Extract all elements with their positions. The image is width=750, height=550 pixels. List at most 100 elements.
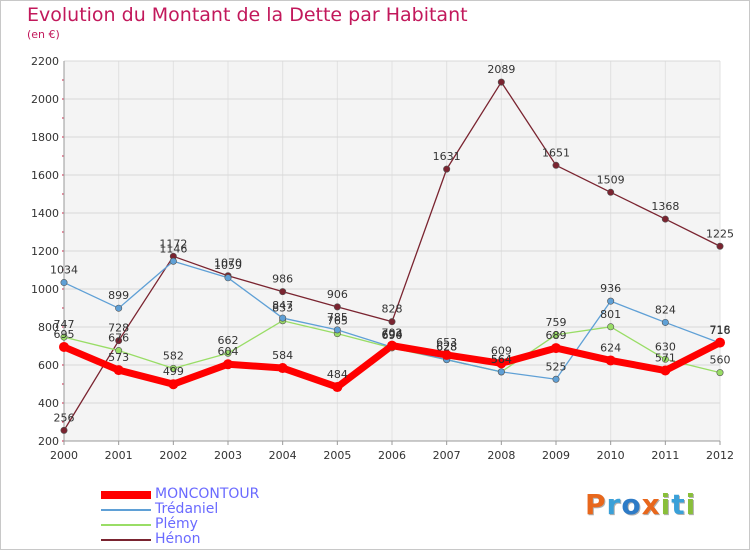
data-label-plmy: 560 [710, 354, 731, 367]
data-label-plmy: 630 [655, 340, 676, 353]
data-label-hnon: 1509 [597, 173, 625, 186]
data-point-hnon [115, 337, 123, 345]
data-point-plmy [607, 323, 615, 331]
data-point-trdaniel [60, 279, 68, 287]
data-point-hnon [497, 78, 505, 86]
legend-swatch-hnon [101, 539, 151, 541]
data-point-hnon [388, 318, 396, 326]
data-label-moncontour: 609 [491, 344, 512, 357]
x-tick-label: 2010 [597, 449, 625, 462]
data-point-moncontour [168, 379, 179, 390]
data-point-moncontour [113, 365, 124, 376]
logo-letter: P [585, 488, 607, 521]
data-label-hnon: 986 [272, 273, 293, 286]
data-label-plmy: 833 [272, 302, 293, 315]
data-label-moncontour: 499 [163, 365, 184, 378]
data-point-hnon [552, 161, 560, 169]
data-label-moncontour: 718 [710, 324, 731, 337]
logo-letter: i [685, 488, 697, 521]
legend-label-hnon: Hénon [155, 531, 201, 547]
data-label-hnon: 1368 [651, 200, 679, 213]
data-point-hnon [443, 165, 451, 173]
legend-swatch-trdaniel [101, 509, 151, 511]
data-label-trdaniel: 1059 [214, 259, 242, 272]
data-point-moncontour [387, 340, 397, 351]
data-label-trdaniel: 899 [108, 289, 129, 302]
data-label-plmy: 582 [163, 349, 184, 362]
data-label-trdaniel: 525 [546, 360, 567, 373]
data-label-moncontour: 584 [272, 349, 293, 362]
data-label-trdaniel: 785 [327, 311, 348, 324]
data-label-plmy: 564 [491, 353, 512, 366]
data-point-moncontour [223, 359, 233, 370]
data-label-moncontour: 702 [382, 327, 403, 340]
logo-letter: i [660, 488, 672, 521]
data-label-hnon: 828 [382, 303, 403, 316]
data-label-hnon: 2089 [487, 63, 515, 76]
data-label-trdaniel: 564 [491, 353, 512, 366]
data-point-moncontour [551, 343, 561, 354]
data-point-moncontour [277, 363, 288, 374]
data-point-plmy [716, 369, 724, 377]
data-label-moncontour: 571 [655, 352, 676, 365]
x-tick-label: 2007 [433, 449, 461, 462]
legend-label-moncontour: MONCONTOUR [155, 486, 260, 502]
y-tick-label: 600 [38, 359, 59, 372]
data-point-moncontour [660, 365, 671, 376]
y-tick-label: 2200 [31, 55, 59, 68]
data-point-moncontour [605, 355, 616, 366]
data-point-plmy [224, 349, 232, 357]
x-tick-label: 2000 [50, 449, 78, 462]
legend-swatch-moncontour [101, 491, 151, 499]
data-label-hnon: 1070 [214, 257, 242, 270]
data-label-hnon: 1631 [433, 150, 461, 163]
data-label-moncontour: 484 [327, 368, 348, 381]
y-tick-label: 1400 [31, 207, 59, 220]
data-point-moncontour [332, 382, 343, 393]
x-tick-label: 2006 [378, 449, 406, 462]
data-point-trdaniel [333, 326, 341, 334]
x-tick-label: 2011 [651, 449, 679, 462]
y-tick-label: 1800 [31, 131, 59, 144]
data-label-plmy: 628 [436, 341, 457, 354]
data-label-hnon: 1225 [706, 227, 734, 240]
data-point-moncontour [715, 337, 725, 348]
data-label-plmy: 690 [382, 329, 403, 342]
data-label-plmy: 747 [54, 318, 75, 331]
data-point-trdaniel [224, 274, 232, 282]
data-point-trdaniel [497, 368, 505, 376]
y-tick-label: 200 [38, 435, 59, 448]
data-label-moncontour: 689 [546, 329, 567, 342]
data-label-trdaniel: 824 [655, 303, 676, 316]
data-point-moncontour [496, 358, 507, 369]
data-label-plmy: 801 [600, 308, 621, 321]
data-point-plmy [60, 333, 68, 341]
x-tick-label: 2008 [487, 449, 515, 462]
y-tick-label: 400 [38, 397, 59, 410]
data-label-hnon: 1651 [542, 146, 570, 159]
data-label-moncontour: 653 [436, 336, 457, 349]
data-point-trdaniel [169, 257, 177, 265]
x-tick-label: 2004 [269, 449, 297, 462]
x-tick-label: 2005 [323, 449, 351, 462]
logo-letter: r [606, 488, 622, 521]
data-label-hnon: 906 [327, 288, 348, 301]
data-label-trdaniel: 847 [272, 299, 293, 312]
y-tick-label: 1000 [31, 283, 59, 296]
data-point-trdaniel [607, 297, 615, 305]
data-label-trdaniel: 1034 [50, 264, 78, 277]
data-label-plmy: 676 [108, 332, 129, 345]
data-label-moncontour: 573 [108, 351, 129, 364]
data-point-hnon [60, 426, 68, 434]
data-label-moncontour: 604 [218, 345, 239, 358]
chart-subtitle: (en €) [27, 28, 60, 41]
data-label-plmy: 759 [546, 316, 567, 329]
data-label-trdaniel: 936 [600, 282, 621, 295]
data-point-hnon [661, 215, 669, 223]
data-point-moncontour [441, 349, 452, 360]
y-tick-label: 1200 [31, 245, 59, 258]
logo-letter: t [671, 488, 686, 521]
data-point-trdaniel [552, 375, 560, 383]
